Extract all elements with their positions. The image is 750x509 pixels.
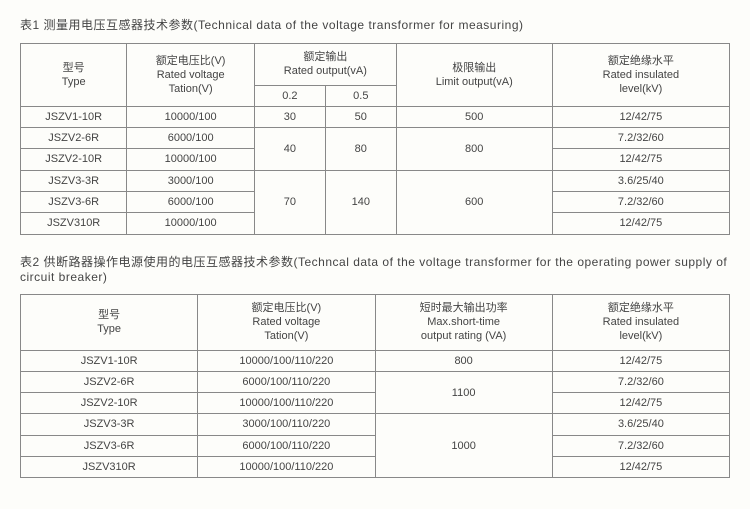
t1-cell: 3000/100 [127,170,255,191]
t2-h-max: 短时最大输出功率Max.short-timeoutput rating (VA) [375,294,552,350]
t1-cell: JSZV3-3R [21,170,127,191]
t1-cell: 50 [325,106,396,127]
t1-cell: 10000/100 [127,149,255,170]
t2-cell: 12/42/75 [552,350,729,371]
t1-cell: JSZV1-10R [21,106,127,127]
t1-h-05: 0.5 [325,85,396,106]
t2-cell: 10000/100/110/220 [198,393,375,414]
t1-cell: 80 [325,128,396,171]
t1-h-02: 0.2 [254,85,325,106]
t1-cell: 10000/100 [127,106,255,127]
t2-cell: 7.2/32/60 [552,371,729,392]
t1-cell: 7.2/32/60 [552,192,729,213]
t1-cell: 12/42/75 [552,213,729,234]
t1-cell: JSZV2-6R [21,128,127,149]
t2-h-rv: 额定电压比(V)Rated voltageTation(V) [198,294,375,350]
t2-cell: 12/42/75 [552,457,729,478]
t1-cell: 12/42/75 [552,106,729,127]
t2-cell: JSZV2-10R [21,393,198,414]
t2-cell: 6000/100/110/220 [198,435,375,456]
t2-cell: JSZV2-6R [21,371,198,392]
t2-cell: 6000/100/110/220 [198,371,375,392]
table1-title: 表1 测量用电压互感器技术参数(Technical data of the vo… [20,16,730,33]
t1-h-rv: 额定电压比(V)Rated voltageTation(V) [127,44,255,107]
t1-cell: 12/42/75 [552,149,729,170]
t2-cell: 10000/100/110/220 [198,457,375,478]
t1-cell: 70 [254,170,325,234]
table2: 型号Type 额定电压比(V)Rated voltageTation(V) 短时… [20,294,730,479]
t1-cell: 30 [254,106,325,127]
t1-cell: 800 [396,128,552,171]
t1-cell: JSZV3-6R [21,192,127,213]
t2-cell: JSZV1-10R [21,350,198,371]
t1-cell: 7.2/32/60 [552,128,729,149]
t2-cell: 1000 [375,414,552,478]
t1-cell: 6000/100 [127,128,255,149]
t1-h-type: 型号Type [21,44,127,107]
t1-h-level: 额定绝缘水平Rated insulatedlevel(kV) [552,44,729,107]
table1: 型号Type 额定电压比(V)Rated voltageTation(V) 额定… [20,43,730,235]
t2-cell: JSZV310R [21,457,198,478]
t2-h-type: 型号Type [21,294,198,350]
t2-cell: 12/42/75 [552,393,729,414]
t1-cell: 3.6/25/40 [552,170,729,191]
table2-title: 表2 供断路器操作电源使用的电压互感器技术参数(Techncal data of… [20,253,730,284]
t1-h-limit: 极限输出Limit output(vA) [396,44,552,107]
t2-cell: 7.2/32/60 [552,435,729,456]
t2-cell: 10000/100/110/220 [198,350,375,371]
t1-cell: 6000/100 [127,192,255,213]
t1-h-ro: 额定输出Rated output(vA) [254,44,396,86]
t1-cell: JSZV2-10R [21,149,127,170]
t2-h-level: 额定绝缘水平Rated insulatedlevel(kV) [552,294,729,350]
t1-cell: 10000/100 [127,213,255,234]
t1-cell: 140 [325,170,396,234]
t1-cell: 40 [254,128,325,171]
t2-cell: 3.6/25/40 [552,414,729,435]
t2-cell: JSZV3-3R [21,414,198,435]
t1-cell: JSZV310R [21,213,127,234]
t1-cell: 600 [396,170,552,234]
t2-cell: JSZV3-6R [21,435,198,456]
t2-cell: 800 [375,350,552,371]
t1-cell: 500 [396,106,552,127]
t2-cell: 3000/100/110/220 [198,414,375,435]
t2-cell: 1100 [375,371,552,414]
